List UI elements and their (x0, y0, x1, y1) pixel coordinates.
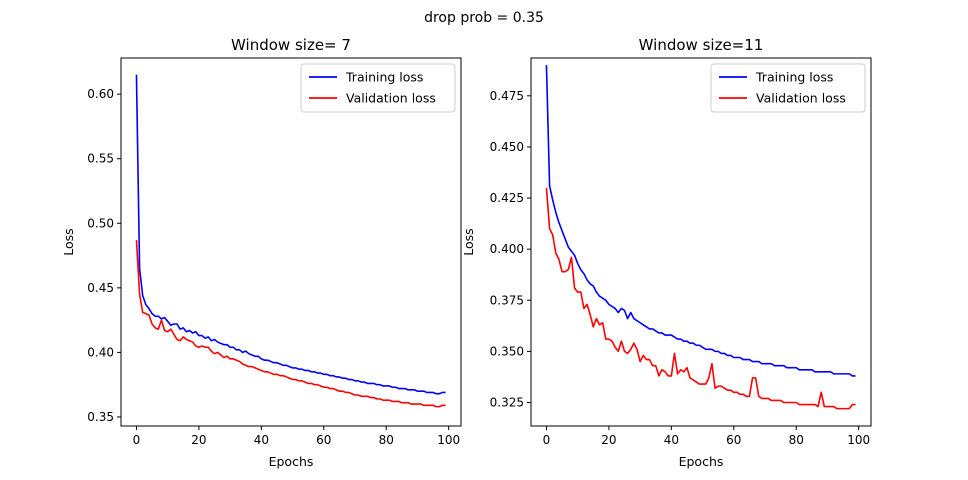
legend: Training loss Validation loss (710, 63, 866, 113)
legend-box (710, 63, 866, 113)
figure-suptitle: drop prob = 0.35 (424, 10, 544, 26)
x-tick-label: 40 (254, 433, 269, 447)
axes-frame (530, 57, 872, 427)
x-axis-label: Epochs (269, 454, 314, 469)
y-tick-label: 0.55 (87, 152, 114, 166)
plot-window-size-7: Window size= 7 0 20 40 60 80 100 0.35 0.40 0.45 0.… (61, 36, 462, 469)
legend-entry: Training loss (755, 70, 833, 85)
x-tick-label: 60 (726, 433, 741, 447)
x-axis-label: Epochs (679, 454, 724, 469)
y-tick-label: 0.375 (490, 293, 524, 307)
x-tick-label: 40 (664, 433, 679, 447)
plot-window-size-11: Window size=11 0 20 40 60 80 100 0.325 0.350 0.37… (461, 36, 872, 469)
x-tick-label: 80 (789, 433, 804, 447)
x-tick-label: 100 (437, 433, 460, 447)
x-tick-label: 20 (191, 433, 206, 447)
x-tick-label: 60 (316, 433, 331, 447)
y-axis-label: Loss (61, 228, 76, 255)
y-tick-label: 0.450 (490, 140, 524, 154)
y-tick-label: 0.425 (490, 191, 524, 205)
x-tick-label: 0 (543, 433, 551, 447)
y-tick-label: 0.350 (490, 344, 524, 358)
plot-title: Window size= 7 (231, 36, 351, 54)
legend-box (300, 63, 456, 113)
y-tick-label: 0.45 (87, 281, 114, 295)
legend-entry: Validation loss (346, 91, 436, 106)
axes-frame (120, 57, 462, 427)
x-tick-label: 20 (601, 433, 616, 447)
series-line-validation-loss (545, 187, 856, 410)
legend-entry: Validation loss (756, 91, 846, 106)
plot-title: Window size=11 (639, 36, 764, 54)
x-tick-label: 80 (379, 433, 394, 447)
y-tick-label: 0.35 (87, 410, 114, 424)
y-tick-label: 0.40 (87, 345, 114, 359)
y-tick-label: 0.60 (87, 87, 114, 101)
x-tick-label: 100 (847, 433, 870, 447)
y-tick-label: 0.475 (490, 89, 524, 103)
y-tick-label: 0.400 (490, 242, 524, 256)
y-tick-label: 0.325 (490, 395, 524, 409)
legend: Training loss Validation loss (300, 63, 456, 113)
y-tick-label: 0.50 (87, 216, 114, 230)
series-line-training-loss (135, 74, 446, 395)
x-tick-label: 0 (133, 433, 141, 447)
series-line-training-loss (545, 65, 856, 377)
y-axis-label: Loss (461, 228, 476, 255)
series-line-validation-loss (135, 240, 446, 408)
legend-entry: Training loss (345, 70, 423, 85)
